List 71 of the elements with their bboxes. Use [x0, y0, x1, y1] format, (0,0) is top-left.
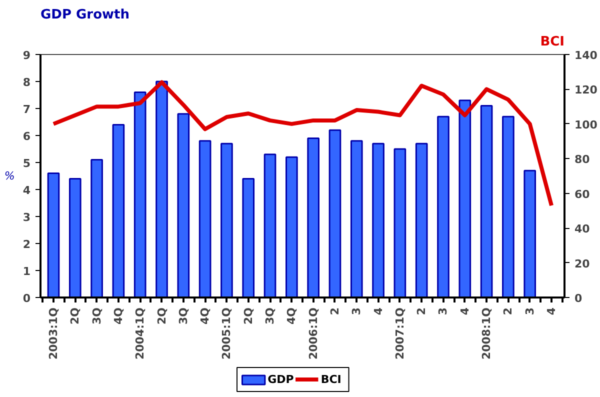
bar	[524, 170, 536, 298]
bar	[458, 100, 472, 298]
x-tick-label: 2006:1Q	[306, 307, 320, 360]
x-tick-label: 3	[523, 308, 536, 316]
bar	[328, 129, 342, 298]
y-axis-title: %	[4, 170, 15, 182]
x-tick-label: 4Q	[285, 307, 298, 325]
y-tick-label: 2	[22, 238, 30, 251]
x-tick-label: 4	[458, 307, 472, 316]
bar	[47, 172, 60, 298]
y2-tick-label: 120	[574, 84, 598, 97]
bar	[480, 105, 493, 298]
bar	[156, 80, 168, 298]
y2-tick-label: 140	[574, 49, 598, 62]
x-tick-label: 2	[502, 308, 515, 316]
y-tick-label: 7	[22, 103, 30, 116]
x-tick-label: 4Q	[198, 307, 212, 325]
x-tick-label: 4	[545, 307, 558, 316]
chart-title: GDP Growth	[40, 8, 130, 22]
bar	[502, 116, 514, 298]
line-series	[51, 80, 554, 208]
bar	[242, 178, 255, 298]
bar	[198, 140, 212, 298]
y-tick-label: 1	[22, 265, 30, 278]
bar	[394, 148, 406, 298]
bar	[134, 92, 146, 298]
x-tick-label: 4Q	[112, 307, 125, 325]
x-tick-label: 2	[415, 308, 428, 316]
x-tick-label: 2003:1Q	[46, 307, 60, 360]
x-tick-label: 3	[436, 308, 450, 316]
x-tick-label: 2Q	[155, 307, 168, 325]
y2-tick-label: 100	[574, 118, 598, 132]
bar	[437, 116, 450, 298]
legend-label: BCI	[320, 373, 342, 386]
y2-tick-label: 80	[574, 153, 590, 166]
bar	[177, 113, 190, 298]
bar	[68, 178, 82, 298]
y2-tick-label: 60	[574, 188, 590, 201]
y-tick-label: 5	[22, 157, 30, 170]
y2-tick-label: 0	[574, 292, 582, 305]
x-tick-label: 2008:1Q	[480, 307, 494, 360]
bar	[112, 124, 125, 298]
bar	[286, 156, 298, 298]
bar	[307, 137, 320, 298]
y-tick-label: 6	[22, 130, 31, 143]
x-tick-label: 3Q	[264, 307, 277, 325]
x-tick-label: 2007:1Q	[393, 307, 406, 360]
bar	[220, 142, 233, 298]
x-tick-label: 2Q	[242, 307, 255, 325]
bar	[90, 159, 103, 298]
bar	[350, 140, 363, 298]
y-tick-label: 3	[22, 211, 30, 224]
y-tick-label: 0	[22, 292, 31, 305]
y-tick-label: 8	[22, 76, 30, 89]
x-tick-label: 2005:1Q	[220, 307, 234, 360]
x-tick-label: 3	[350, 308, 364, 316]
y2-axis-title: BCI	[540, 34, 565, 50]
x-tick-label: 2	[328, 308, 342, 316]
x-tick-label: 4	[372, 307, 385, 316]
bar	[415, 142, 428, 298]
y-tick-label: 4	[22, 184, 31, 197]
y-tick-label: 9	[22, 49, 30, 62]
y2-tick-label: 40	[574, 222, 590, 236]
y2-tick-label: 20	[574, 257, 590, 270]
x-tick-label: 2004:1Q	[134, 307, 147, 360]
legend-label: GDP	[268, 373, 294, 386]
bar	[264, 154, 276, 298]
x-tick-label: 3Q	[176, 307, 190, 325]
x-tick-label: 3Q	[90, 307, 104, 325]
x-tick-label: 2Q	[68, 307, 82, 325]
bar	[372, 142, 384, 298]
